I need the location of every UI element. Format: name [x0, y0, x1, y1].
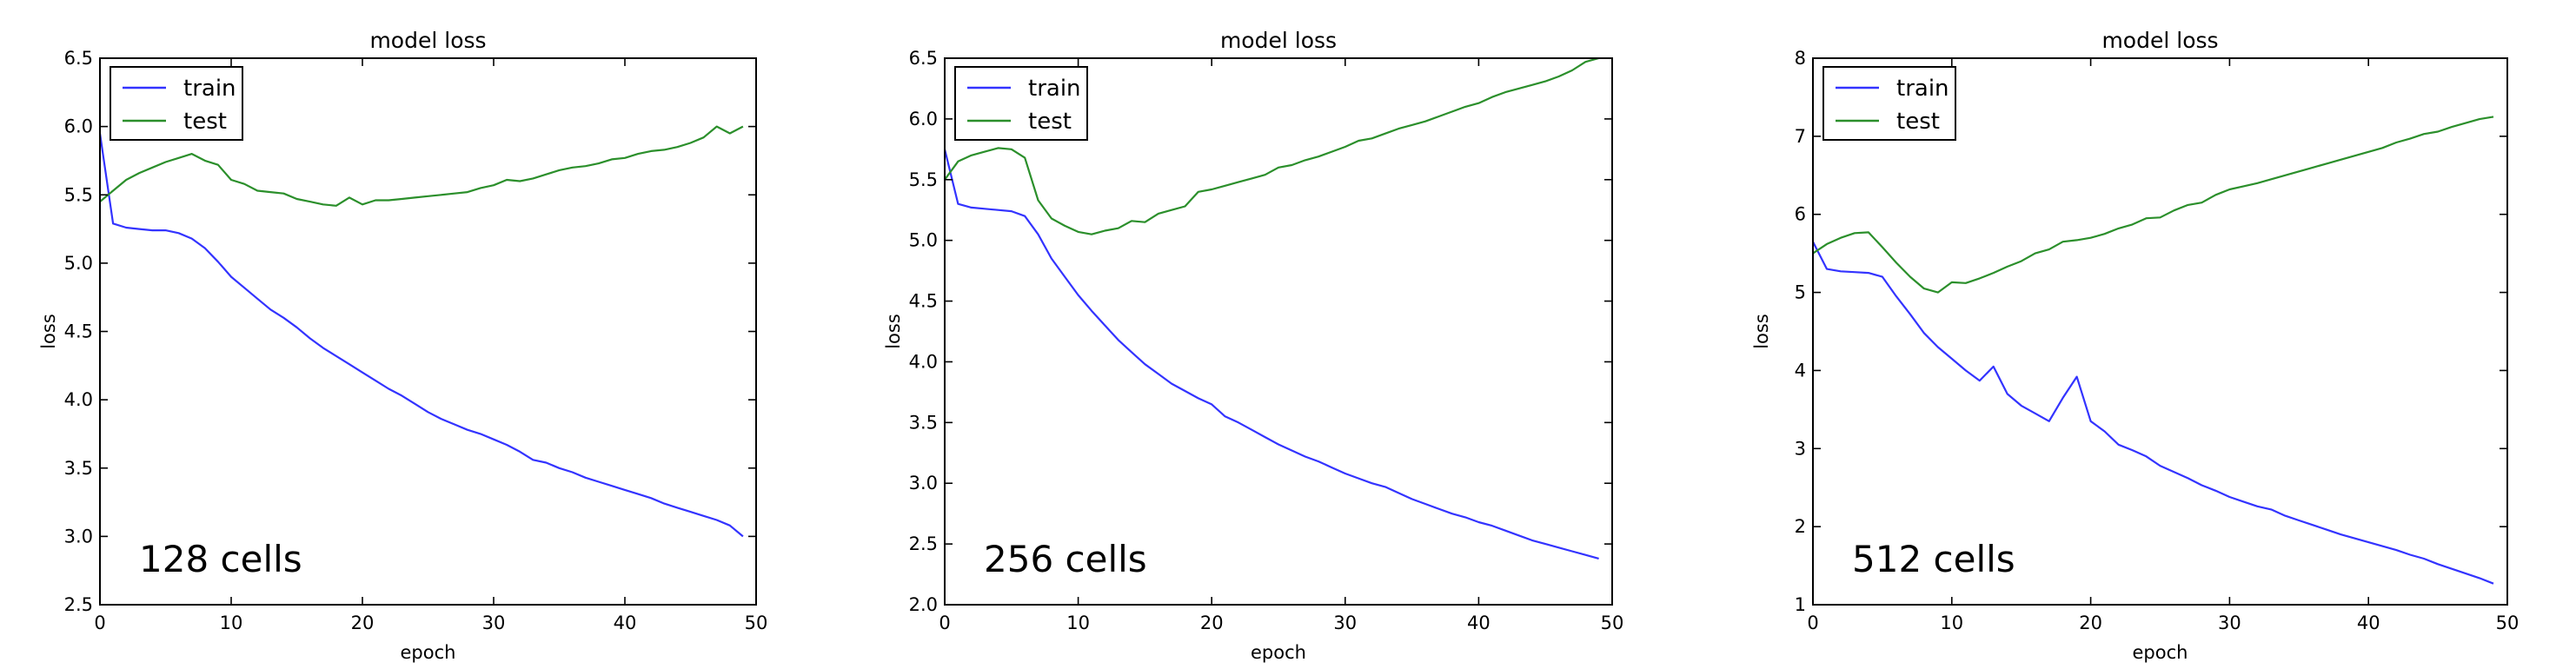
y-tick-label: 6	[1795, 204, 1806, 225]
legend: train test	[954, 66, 1088, 141]
legend-label-test: test	[1028, 109, 1072, 135]
legend-label-train: train	[1028, 76, 1081, 102]
y-tick-label: 3	[1795, 438, 1806, 459]
legend-box	[1822, 66, 1956, 141]
series-line-test	[944, 56, 1599, 235]
y-axis-label: loss	[883, 314, 904, 349]
legend-label-test: test	[1896, 109, 1940, 135]
y-tick-label: 5.5	[909, 169, 938, 190]
x-tick-label: 30	[1333, 613, 1357, 633]
x-axis-label: epoch	[401, 642, 456, 663]
x-tick-label: 50	[1601, 613, 1624, 633]
y-tick-label: 4	[1795, 360, 1806, 381]
y-tick-label: 5.0	[64, 253, 93, 274]
legend-label-test: test	[183, 109, 227, 135]
x-tick-label: 30	[482, 613, 506, 633]
chart-title: model loss	[1220, 28, 1337, 53]
y-tick-label: 2.5	[909, 533, 938, 554]
cells-annotation: 512 cells	[1852, 538, 2015, 580]
y-tick-label: 8	[1795, 48, 1806, 69]
x-tick-label: 10	[1066, 613, 1090, 633]
y-tick-label: 2.0	[909, 594, 938, 615]
x-tick-label: 0	[1807, 613, 1818, 633]
x-tick-label: 40	[1467, 613, 1490, 633]
x-axis-label: epoch	[1251, 642, 1306, 663]
legend: train test	[110, 66, 243, 141]
series-line-train	[1812, 241, 2494, 585]
series-line-test	[1812, 116, 2494, 294]
y-tick-label: 4.5	[909, 291, 938, 312]
plot-frame	[944, 57, 1613, 606]
chart-panel-2: 0 10 20 30 40 50 2.0 2.5 3.0 3.5 4.0 4.5 5.0 5.5 6.0 6.…	[883, 28, 1623, 663]
y-tick-label: 6.0	[909, 109, 938, 129]
y-tick-label: 4.5	[64, 321, 93, 342]
x-tick-label: 30	[2218, 613, 2241, 633]
x-tick-label: 50	[745, 613, 768, 633]
y-tick-label: 2.5	[64, 594, 93, 615]
x-tick-label: 10	[220, 613, 243, 633]
y-tick-label: 6.5	[909, 48, 938, 69]
x-tick-label: 20	[351, 613, 375, 633]
legend-label-train: train	[1896, 76, 1949, 102]
y-tick-label: 2	[1795, 516, 1806, 537]
y-tick-label: 7	[1795, 126, 1806, 147]
legend-label-train: train	[183, 76, 236, 102]
series-line-test	[99, 125, 744, 207]
x-tick-label: 10	[1940, 613, 1963, 633]
y-tick-label: 6.5	[64, 48, 93, 69]
x-tick-label: 40	[614, 613, 637, 633]
x-tick-label: 20	[2079, 613, 2102, 633]
x-tick-label: 20	[1200, 613, 1224, 633]
chart-panel-3: 0 10 20 30 40 50 1 2 3 4 5 6 7 8 model loss epoch loss 51…	[1751, 28, 2519, 663]
chart-title: model loss	[2101, 28, 2218, 53]
chart-title: model loss	[369, 28, 486, 53]
plot-frame	[1812, 57, 2508, 606]
y-tick-label: 5.0	[909, 230, 938, 251]
x-axis-label: epoch	[2133, 642, 2188, 663]
chart-panel-1: 0 10 20 30 40 50 2.5 3.0 3.5 4.0 4.5 5.0 5.5 6.0 6.5 mo…	[38, 28, 767, 663]
y-tick-label: 4.0	[909, 351, 938, 372]
x-tick-label: 0	[94, 613, 105, 633]
x-tick-label: 50	[2496, 613, 2520, 633]
legend-box	[110, 66, 243, 141]
cells-annotation: 256 cells	[984, 538, 1147, 580]
y-tick-label: 4.0	[64, 389, 93, 410]
y-tick-label: 3.5	[64, 458, 93, 479]
cells-annotation: 128 cells	[139, 538, 302, 580]
y-tick-label: 6.0	[64, 116, 93, 137]
legend: train test	[1822, 66, 1956, 141]
y-tick-label: 5	[1795, 282, 1806, 303]
series-line-train	[943, 149, 1599, 560]
y-tick-label: 3.5	[909, 412, 938, 433]
series-line-train	[98, 133, 744, 538]
y-tick-label: 5.5	[64, 184, 93, 205]
x-tick-label: 0	[939, 613, 950, 633]
legend-box	[954, 66, 1088, 141]
y-axis-label: loss	[1751, 314, 1772, 349]
x-tick-label: 40	[2357, 613, 2380, 633]
y-tick-label: 1	[1795, 594, 1806, 615]
y-tick-label: 3.0	[64, 526, 93, 546]
y-axis-label: loss	[38, 314, 59, 349]
y-tick-label: 3.0	[909, 473, 938, 493]
